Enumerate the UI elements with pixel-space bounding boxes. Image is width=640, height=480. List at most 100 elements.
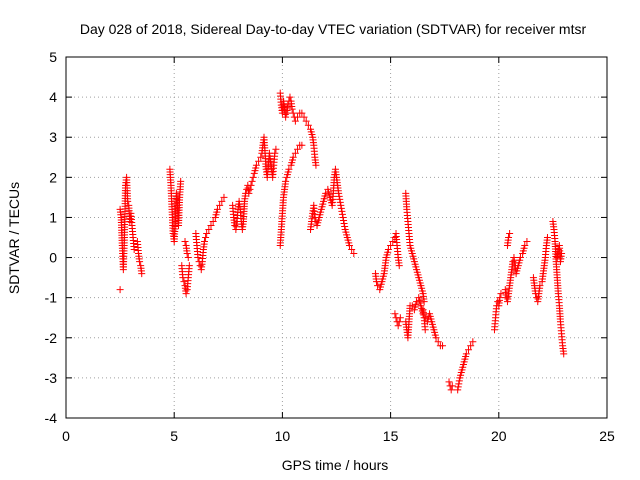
- chart-title: Day 028 of 2018, Sidereal Day-to-day VTE…: [80, 21, 587, 37]
- data-point: [252, 161, 260, 169]
- data-point: [130, 246, 138, 254]
- data-point: [182, 290, 190, 298]
- data-point: [181, 238, 189, 246]
- data-point: [294, 145, 302, 153]
- data-point: [289, 153, 297, 161]
- x-tick-label: 20: [491, 428, 507, 444]
- data-point: [505, 234, 513, 241]
- data-point: [220, 193, 228, 201]
- y-tick-label: -4: [45, 410, 58, 426]
- data-point: [389, 238, 397, 246]
- data-point: [302, 117, 310, 125]
- y-axis-label: SDTVAR / TECUs: [6, 182, 22, 294]
- x-tick-label: 5: [170, 428, 178, 444]
- y-tick-label: -1: [45, 290, 58, 306]
- data-point: [338, 207, 346, 215]
- y-tick-label: -3: [45, 370, 58, 386]
- data-point: [336, 195, 344, 203]
- data-point: [194, 254, 202, 262]
- data-point: [291, 149, 299, 157]
- data-point: [257, 153, 265, 161]
- data-point: [248, 177, 256, 185]
- data-point: [298, 109, 306, 117]
- data-point: [421, 326, 429, 334]
- data-point: [543, 234, 551, 241]
- x-axis-label: GPS time / hours: [282, 457, 389, 473]
- data-point: [340, 219, 348, 227]
- data-point: [387, 242, 395, 250]
- data-point: [560, 350, 568, 358]
- data-point: [218, 197, 226, 205]
- data-point: [245, 189, 253, 197]
- data-point: [497, 290, 505, 298]
- y-tick-label: 3: [49, 129, 57, 145]
- data-point: [335, 189, 343, 197]
- data-point: [408, 302, 416, 310]
- data-point: [345, 242, 353, 250]
- data-point: [294, 113, 302, 121]
- data-point: [420, 298, 428, 306]
- y-tick-label: 5: [49, 49, 57, 65]
- data-point: [177, 177, 185, 185]
- data-point: [304, 121, 312, 129]
- data-point: [205, 225, 213, 233]
- data-point: [335, 192, 343, 200]
- data-point: [213, 205, 221, 213]
- axis-ticks: 0 5 10 15 20 25 -4 -3 -2 -1 0 1 2 3 4 5: [45, 49, 615, 444]
- data-point: [298, 141, 306, 149]
- data-point: [300, 113, 308, 121]
- data-point: [291, 117, 299, 125]
- data-point: [455, 380, 463, 388]
- data-point: [454, 383, 462, 391]
- data-point: [340, 216, 348, 224]
- data-point: [231, 221, 239, 229]
- y-tick-label: -2: [45, 330, 58, 346]
- data-point: [523, 238, 531, 246]
- x-tick-label: 25: [599, 428, 615, 444]
- data-point: [271, 149, 279, 157]
- data-point: [184, 254, 192, 262]
- data-point: [209, 217, 217, 225]
- data-point: [455, 377, 463, 385]
- data-point: [200, 238, 208, 246]
- data-point: [180, 278, 188, 286]
- data-point: [521, 242, 529, 250]
- y-tick-label: 1: [49, 209, 57, 225]
- data-point: [282, 177, 290, 185]
- grid-lines: [66, 57, 607, 418]
- data-point: [395, 262, 403, 270]
- data-point: [203, 229, 211, 237]
- data-points: [116, 89, 568, 394]
- data-point: [322, 189, 330, 197]
- data-point: [185, 262, 193, 270]
- data-point: [286, 93, 294, 101]
- data-point: [288, 105, 296, 113]
- y-tick-label: 4: [49, 89, 57, 105]
- data-point: [516, 254, 524, 262]
- data-point: [350, 250, 358, 258]
- data-point: [558, 250, 566, 258]
- data-point: [554, 246, 562, 254]
- x-tick-label: 15: [383, 428, 399, 444]
- data-point: [502, 294, 510, 302]
- data-point: [285, 165, 293, 173]
- data-point: [348, 246, 356, 254]
- data-point: [207, 221, 215, 229]
- data-point: [202, 234, 210, 241]
- data-point: [337, 204, 345, 212]
- data-point: [494, 298, 502, 306]
- data-point: [467, 342, 475, 350]
- data-point: [312, 161, 320, 169]
- data-point: [434, 338, 442, 346]
- data-point: [396, 314, 404, 322]
- data-point: [462, 350, 470, 358]
- data-point: [439, 342, 447, 350]
- data-point: [136, 258, 144, 266]
- data-point: [289, 109, 297, 117]
- data-point: [395, 318, 403, 326]
- data-point: [391, 310, 399, 318]
- data-point: [465, 346, 473, 354]
- data-point: [216, 201, 224, 209]
- data-point: [384, 246, 392, 254]
- data-point: [339, 213, 347, 221]
